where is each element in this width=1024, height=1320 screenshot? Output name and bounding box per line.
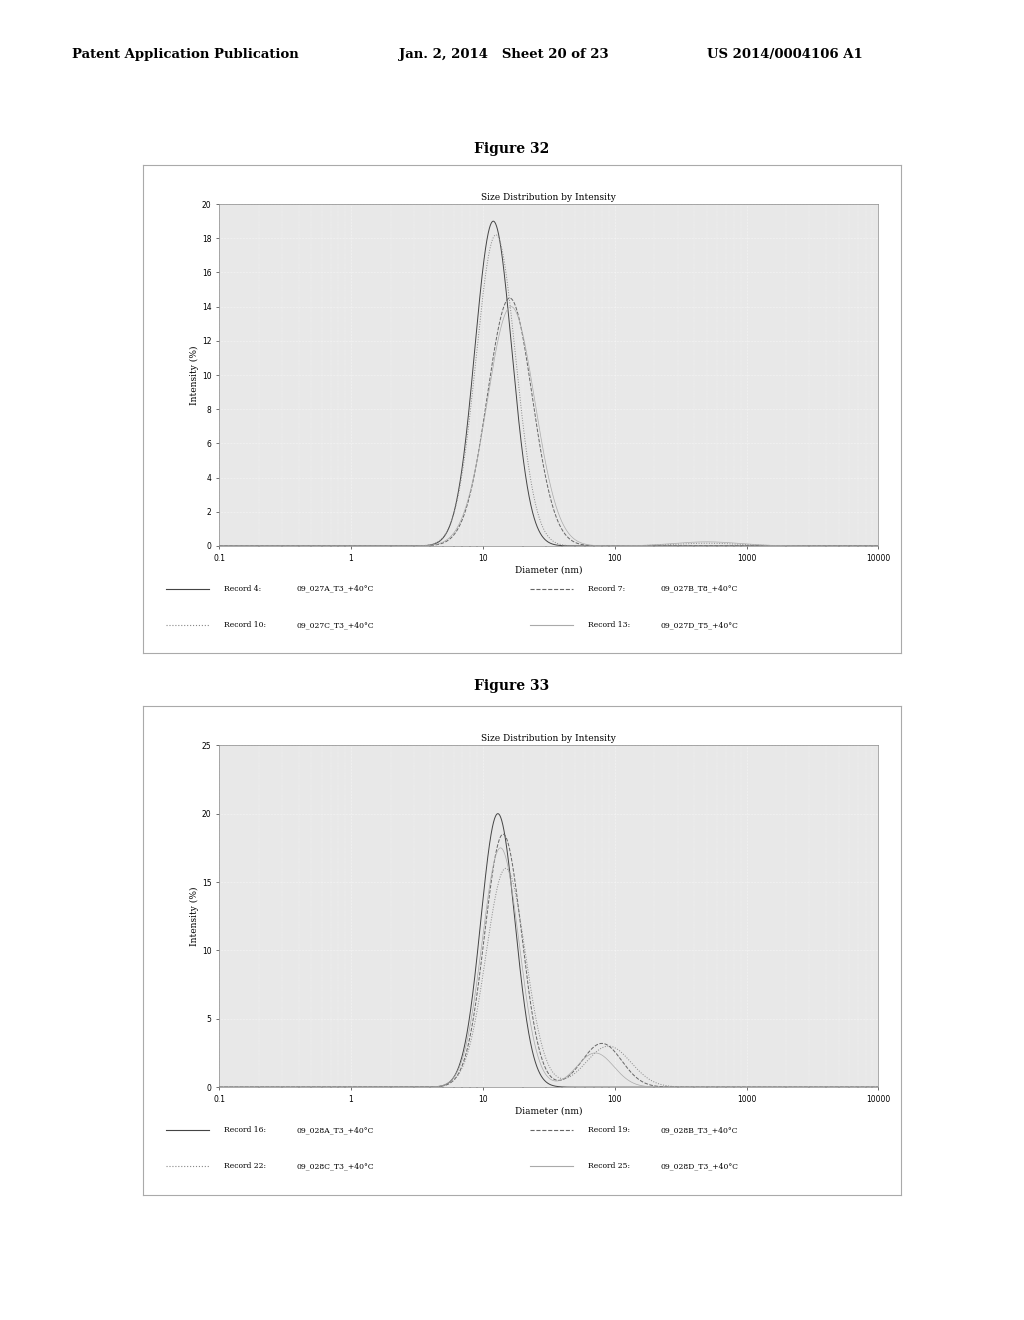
Text: Record 22:: Record 22: (224, 1163, 266, 1171)
Text: 09_027D_T5_+40°C: 09_027D_T5_+40°C (660, 622, 738, 630)
Text: 09_028A_T3_+40°C: 09_028A_T3_+40°C (297, 1126, 374, 1134)
Title: Size Distribution by Intensity: Size Distribution by Intensity (481, 193, 616, 202)
Text: Record 19:: Record 19: (588, 1126, 630, 1134)
Text: Record 7:: Record 7: (588, 585, 625, 593)
X-axis label: Diameter (nm): Diameter (nm) (515, 565, 583, 574)
Text: 09_027B_T8_+40°C: 09_027B_T8_+40°C (660, 585, 738, 593)
Text: Record 16:: Record 16: (224, 1126, 266, 1134)
Text: 09_028C_T3_+40°C: 09_028C_T3_+40°C (297, 1163, 375, 1171)
Text: 09_028D_T3_+40°C: 09_028D_T3_+40°C (660, 1163, 738, 1171)
Text: Record 25:: Record 25: (588, 1163, 630, 1171)
Text: 09_027A_T3_+40°C: 09_027A_T3_+40°C (297, 585, 374, 593)
Text: Figure 32: Figure 32 (474, 141, 550, 156)
X-axis label: Diameter (nm): Diameter (nm) (515, 1106, 583, 1115)
Text: US 2014/0004106 A1: US 2014/0004106 A1 (707, 48, 862, 61)
Text: 09_027C_T3_+40°C: 09_027C_T3_+40°C (297, 622, 375, 630)
Text: Record 13:: Record 13: (588, 622, 630, 630)
Text: Record 10:: Record 10: (224, 622, 266, 630)
Text: Record 4:: Record 4: (224, 585, 261, 593)
Text: 09_028B_T3_+40°C: 09_028B_T3_+40°C (660, 1126, 738, 1134)
Title: Size Distribution by Intensity: Size Distribution by Intensity (481, 734, 616, 743)
Y-axis label: Intensity (%): Intensity (%) (190, 887, 199, 946)
Text: Figure 33: Figure 33 (474, 678, 550, 693)
Text: Jan. 2, 2014   Sheet 20 of 23: Jan. 2, 2014 Sheet 20 of 23 (399, 48, 609, 61)
Y-axis label: Intensity (%): Intensity (%) (190, 346, 199, 405)
Text: Patent Application Publication: Patent Application Publication (72, 48, 298, 61)
